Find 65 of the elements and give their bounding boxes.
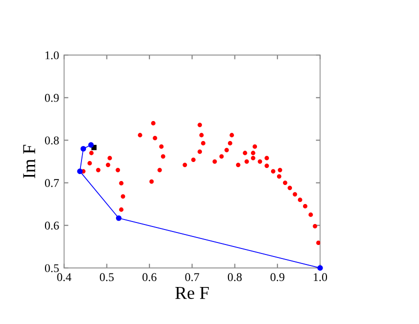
point: [282, 180, 288, 185]
point: [264, 164, 269, 168]
x-tick-label: 0.6: [142, 273, 156, 282]
point: [270, 169, 276, 174]
point: [212, 159, 217, 164]
point: [152, 136, 158, 140]
point: [182, 162, 188, 168]
point: [312, 224, 318, 228]
point: [242, 150, 248, 156]
point: [288, 186, 292, 190]
point: [264, 156, 269, 160]
x-tick-label: 0.8: [228, 273, 242, 282]
y-tick-label: 0.8: [44, 136, 59, 144]
point: [198, 150, 202, 154]
point: [198, 122, 202, 128]
x-tick-label: 0.5: [100, 273, 114, 282]
x-tick-label: 0.9: [270, 273, 284, 282]
x-axis-title: Re F: [175, 287, 209, 299]
x-tick-label: 0.7: [185, 273, 200, 282]
point: [278, 168, 282, 172]
y-tick-label: 0.5: [44, 264, 59, 272]
point: [108, 156, 112, 160]
point: [224, 148, 229, 152]
point: [119, 207, 124, 212]
y-tick-label: 1.0: [46, 51, 59, 60]
point: [89, 150, 94, 156]
point: [157, 168, 162, 172]
y-tick-label: 0.7: [44, 179, 59, 188]
point: [151, 121, 156, 126]
point: [120, 194, 126, 199]
y-tick-label: 0.9: [44, 94, 59, 102]
point: [149, 179, 154, 184]
point: [250, 150, 256, 156]
point: [244, 159, 249, 164]
point: [250, 156, 256, 160]
point: [191, 158, 196, 162]
point: [219, 154, 224, 159]
point: [201, 141, 206, 146]
point: [252, 144, 258, 149]
point: [258, 159, 262, 164]
point: [199, 132, 204, 138]
point: [298, 198, 302, 202]
point: [138, 132, 142, 138]
x-tick-label: 0.4: [57, 273, 72, 282]
point: [160, 154, 166, 159]
point: [159, 144, 164, 149]
point: [106, 162, 110, 168]
point: [228, 141, 232, 146]
point: [77, 168, 83, 174]
point: [316, 240, 320, 246]
point: [236, 162, 240, 168]
point: [80, 146, 86, 152]
point: [116, 168, 120, 172]
y-tick-label: 0.6: [44, 222, 59, 230]
point: [119, 181, 124, 186]
point: [96, 168, 100, 172]
point: [230, 132, 234, 138]
point: [88, 142, 94, 148]
point: [276, 174, 282, 179]
y-axis-title: Im F: [23, 144, 36, 178]
point: [308, 212, 313, 217]
x-tick-label: 1.0: [314, 273, 328, 282]
point: [302, 204, 308, 208]
point: [292, 192, 298, 196]
point: [88, 161, 92, 166]
